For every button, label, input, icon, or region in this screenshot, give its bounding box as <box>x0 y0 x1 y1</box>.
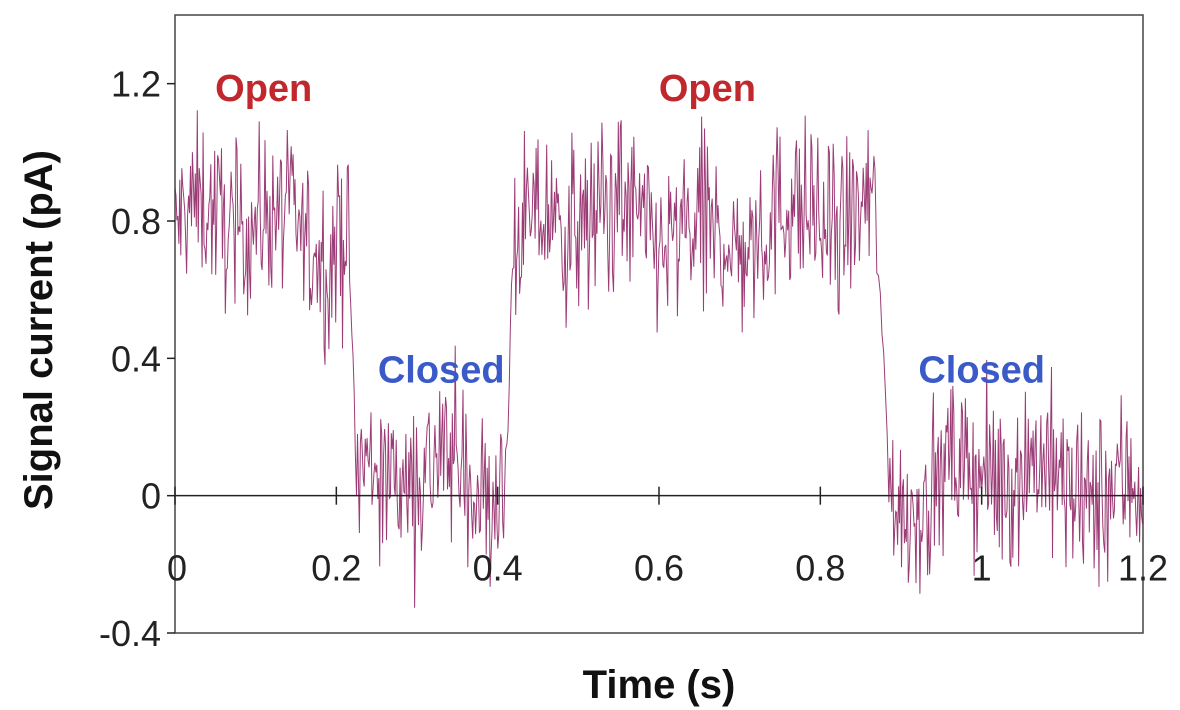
y-tick-label: 0.8 <box>111 201 161 242</box>
y-tick-label: 1.2 <box>111 64 161 105</box>
x-tick-label: 1 <box>972 548 992 589</box>
y-tick-label: 0.4 <box>111 338 161 379</box>
closed-state-label: Closed <box>378 349 505 391</box>
y-ticks: -0.4 0 0.4 0.8 1.2 <box>99 64 175 654</box>
x-tick-label: 1.2 <box>1118 548 1168 589</box>
x-tick-label: 0.2 <box>311 548 361 589</box>
x-tick-label: 0 <box>167 548 187 589</box>
signal-line <box>174 110 1143 608</box>
x-tick-label: 0.6 <box>634 548 684 589</box>
x-ticks: 0 0.2 0.4 0.6 0.8 1 1.2 <box>167 486 1168 589</box>
x-axis-title: Time (s) <box>583 663 736 707</box>
y-tick-label: 0 <box>141 476 161 517</box>
y-axis-title: Signal current (pA) <box>17 150 61 510</box>
x-tick-label: 0.8 <box>795 548 845 589</box>
signal-trace <box>174 110 1143 608</box>
y-tick-label: -0.4 <box>99 613 161 654</box>
open-state-label: Open <box>659 68 756 110</box>
state-annotations: Open Open Closed Closed <box>215 68 1045 392</box>
x-tick-label: 0.4 <box>473 548 523 589</box>
closed-state-label: Closed <box>918 349 1045 391</box>
plot-frame <box>174 14 1144 634</box>
open-state-label: Open <box>215 68 312 110</box>
